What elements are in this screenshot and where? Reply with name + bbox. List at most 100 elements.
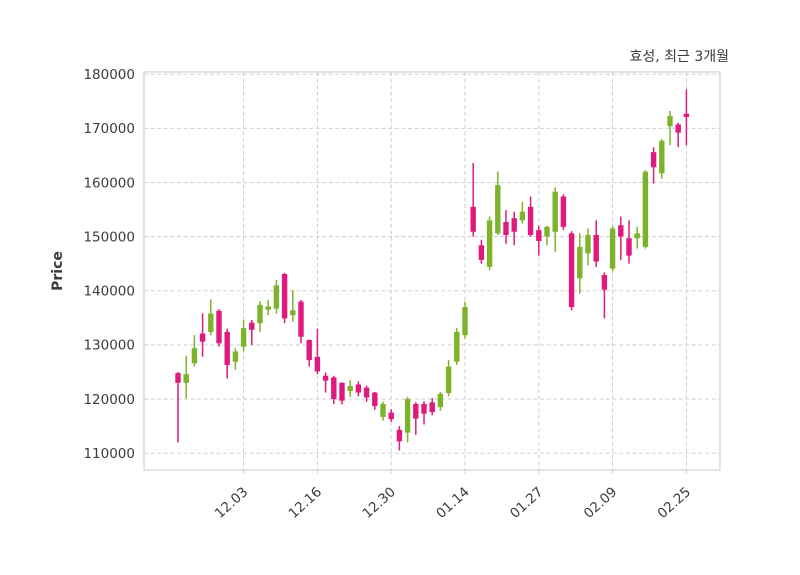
grid-lines xyxy=(144,72,720,470)
y-tick-label: 120000 xyxy=(83,392,135,408)
candle xyxy=(527,196,534,237)
candle-body xyxy=(495,185,501,234)
candle xyxy=(388,409,394,422)
candle-body xyxy=(429,402,435,413)
candle xyxy=(199,313,206,357)
y-axis-tick-labels: 110000 120000 130000 140000 150000 160000 1700… xyxy=(83,67,135,462)
candle-body xyxy=(314,356,321,372)
candle-body xyxy=(609,228,616,269)
candle-body xyxy=(265,306,271,310)
candle-body xyxy=(404,399,411,433)
candle-body xyxy=(544,226,550,237)
candle-body xyxy=(249,322,255,330)
candle xyxy=(478,239,485,264)
candle-body xyxy=(175,373,181,383)
candle-body xyxy=(347,386,353,391)
candle xyxy=(232,348,239,370)
candle-body xyxy=(511,218,517,232)
y-tick-label: 130000 xyxy=(83,338,135,354)
candle-body xyxy=(290,310,296,316)
candle xyxy=(331,375,337,404)
candle xyxy=(380,401,386,421)
candle-body xyxy=(363,387,370,398)
candle-body xyxy=(642,171,649,247)
y-axis-label: Price xyxy=(50,251,66,291)
candle xyxy=(454,328,460,365)
candle xyxy=(183,355,189,399)
y-tick-label: 140000 xyxy=(83,284,135,300)
candle-body xyxy=(413,403,419,419)
candle xyxy=(421,401,427,425)
candle xyxy=(634,226,640,249)
y-tick-label: 160000 xyxy=(83,175,135,191)
candle-body xyxy=(232,351,239,362)
x-tick-label: 02.09 xyxy=(581,484,620,522)
axes-spine xyxy=(143,71,721,471)
candle xyxy=(355,381,362,397)
candle xyxy=(322,372,329,393)
candle-body xyxy=(331,377,337,400)
candle xyxy=(306,339,312,367)
candle xyxy=(208,299,214,336)
candle-body xyxy=(199,333,206,342)
candle-body xyxy=(560,196,567,227)
candle-body xyxy=(470,206,476,232)
candles xyxy=(175,89,690,451)
candle xyxy=(372,392,378,410)
candle-body xyxy=(191,348,198,364)
candle xyxy=(585,228,591,266)
candle xyxy=(626,220,632,264)
candle xyxy=(519,201,526,224)
candle-body xyxy=(626,238,632,256)
candle-body xyxy=(437,393,444,408)
candle xyxy=(249,320,255,345)
candle xyxy=(536,225,542,256)
candle xyxy=(544,225,550,246)
candle xyxy=(650,147,657,184)
candle xyxy=(552,187,558,252)
x-tick-label: 12.30 xyxy=(359,484,398,522)
candle xyxy=(511,211,517,246)
candle-body xyxy=(650,152,657,168)
candle xyxy=(486,216,493,271)
candle xyxy=(314,328,321,375)
candle-body xyxy=(519,211,526,221)
candle xyxy=(257,301,263,332)
candle xyxy=(667,110,673,146)
candle-body xyxy=(396,429,403,442)
candle xyxy=(601,272,608,319)
candle xyxy=(290,290,296,322)
chart-title: 효성, 최근 3개월 xyxy=(629,49,729,65)
candle xyxy=(281,272,288,324)
candle xyxy=(593,220,599,267)
x-tick-label: 01.14 xyxy=(433,484,472,522)
candle-body xyxy=(306,340,312,361)
x-tick-label: 01.27 xyxy=(507,484,546,522)
candle xyxy=(413,402,419,435)
candle xyxy=(347,380,353,397)
x-axis-tick-labels: 12.03 12.16 12.30 01.14 01.27 02.09 02.25 xyxy=(212,470,694,522)
candle-body xyxy=(659,140,665,174)
candle xyxy=(683,89,690,146)
candle-body xyxy=(355,384,362,393)
candle-body xyxy=(281,273,288,319)
candle-body xyxy=(298,301,304,337)
candle-body xyxy=(634,233,640,239)
candle xyxy=(462,301,468,339)
candle-body xyxy=(683,113,690,117)
candle-body xyxy=(568,233,575,308)
candle-body xyxy=(527,206,534,235)
candle xyxy=(429,397,435,416)
candle xyxy=(437,392,444,411)
candle-body xyxy=(593,234,599,262)
candle-body xyxy=(536,230,542,241)
y-tick-label: 110000 xyxy=(83,446,135,462)
y-tick-label: 180000 xyxy=(83,67,135,83)
candle-body xyxy=(339,382,345,401)
candle-body xyxy=(322,375,329,381)
candle xyxy=(339,382,345,405)
candle xyxy=(609,225,616,272)
candle xyxy=(659,139,665,179)
candle-body xyxy=(257,304,263,324)
